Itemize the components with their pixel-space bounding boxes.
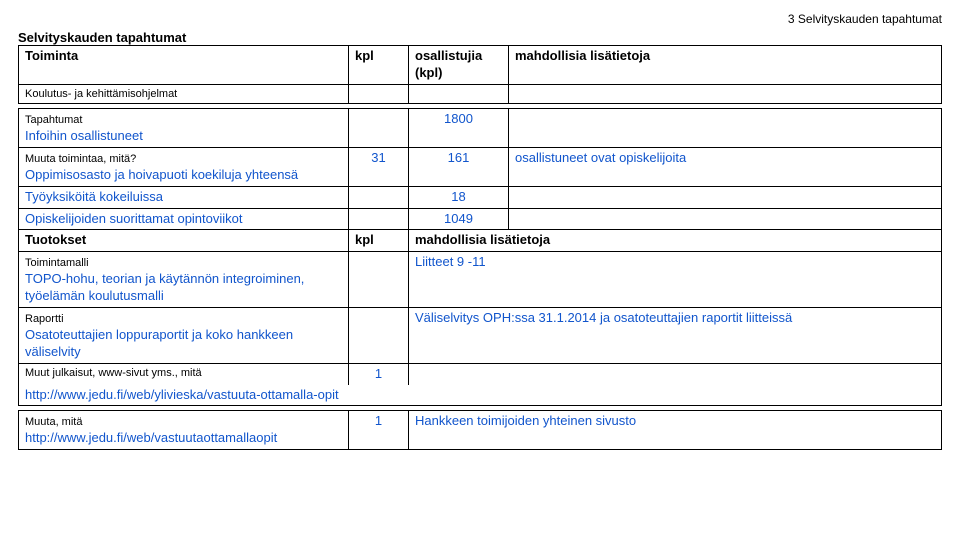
- row-muuta-toim-sub: Oppimisosasto ja hoivapuoti koekiluja yh…: [25, 167, 298, 182]
- row-toimintamalli-note: Liitteet 9 -11: [409, 252, 942, 308]
- col-header-toiminta: Toiminta: [19, 46, 349, 85]
- row-tapahtumat-label: Tapahtumat: [25, 114, 82, 126]
- cell: [349, 252, 409, 308]
- row-tuotokset-col4: mahdollisia lisätietoja: [409, 230, 942, 252]
- row-muut-julk-label: Muut julkaisut, www-sivut yms., mitä: [19, 363, 349, 384]
- cell: [349, 186, 409, 208]
- table-row: http://www.jedu.fi/web/ylivieska/vastuut…: [19, 385, 942, 406]
- row-muuta-toim-kpl: 31: [349, 147, 409, 186]
- cell: [349, 84, 409, 103]
- cell: Muuta toimintaa, mitä? Oppimisosasto ja …: [19, 147, 349, 186]
- cell: [349, 208, 409, 230]
- col-header-lisatietoja: mahdollisia lisätietoja: [509, 46, 942, 85]
- cell: Raportti Osatoteuttajien loppuraportit j…: [19, 307, 349, 363]
- row-muuta-toim-label: Muuta toimintaa, mitä?: [25, 153, 136, 165]
- row-toimintamalli-sub: TOPO-hohu, teorian ja käytännön integroi…: [25, 271, 304, 303]
- row-tyoyksik-label: Työyksiköitä kokeiluissa: [19, 186, 349, 208]
- col-header-osallistujia: osallistujia (kpl): [409, 46, 509, 85]
- cell: Muuta, mitä http://www.jedu.fi/web/vastu…: [19, 411, 349, 450]
- row-muuta-mita-kpl: 1: [349, 411, 409, 450]
- row-tyoyksik-participants: 18: [409, 186, 509, 208]
- cell: Tapahtumat Infoihin osallistuneet: [19, 109, 349, 148]
- row-muuta-toim-note: osallistuneet ovat opiskelijoita: [509, 147, 942, 186]
- row-toimintamalli-label: Toimintamalli: [25, 257, 89, 269]
- row-tuotokset-label: Tuotokset: [19, 230, 349, 252]
- cell: [349, 109, 409, 148]
- row-raportti-label: Raportti: [25, 313, 64, 325]
- table-row: Muuta toimintaa, mitä? Oppimisosasto ja …: [19, 147, 942, 186]
- row-muut-julk-kpl: 1: [349, 363, 409, 384]
- row-tapahtumat-sub: Infoihin osallistuneet: [25, 128, 143, 143]
- table-row: Toimintamalli TOPO-hohu, teorian ja käyt…: [19, 252, 942, 308]
- cell: [409, 84, 509, 103]
- row-opiskelijoiden-label: Opiskelijoiden suorittamat opintoviikot: [19, 208, 349, 230]
- page-number: 3 Selvityskauden tapahtumat: [18, 12, 942, 26]
- cell: [509, 109, 942, 148]
- main-table: Toiminta kpl osallistujia (kpl) mahdolli…: [18, 45, 942, 450]
- table-row: Muut julkaisut, www-sivut yms., mitä 1: [19, 363, 942, 384]
- row-raportti-note: Väliselvitys OPH:ssa 31.1.2014 ja osatot…: [409, 307, 942, 363]
- row-raportti-sub: Osatoteuttajien loppuraportit ja koko ha…: [25, 327, 293, 359]
- row-opiskelijoiden-participants: 1049: [409, 208, 509, 230]
- cell: [509, 84, 942, 103]
- cell: [509, 208, 942, 230]
- cell: Toimintamalli TOPO-hohu, teorian ja käyt…: [19, 252, 349, 308]
- table-row: Muuta, mitä http://www.jedu.fi/web/vastu…: [19, 411, 942, 450]
- col-header-kpl: kpl: [349, 46, 409, 85]
- table-row: Tuotokset kpl mahdollisia lisätietoja: [19, 230, 942, 252]
- row-url1: http://www.jedu.fi/web/ylivieska/vastuut…: [19, 385, 942, 406]
- table-row: Tapahtumat Infoihin osallistuneet 1800: [19, 109, 942, 148]
- table-row: Työyksiköitä kokeiluissa 18: [19, 186, 942, 208]
- cell: [409, 363, 942, 384]
- row-tuotokset-col2: kpl: [349, 230, 409, 252]
- section-title: Selvityskauden tapahtumat: [18, 30, 942, 45]
- row-muuta-mita-sub: http://www.jedu.fi/web/vastuutaottamalla…: [25, 430, 277, 445]
- table-row: Opiskelijoiden suorittamat opintoviikot …: [19, 208, 942, 230]
- table-row: Koulutus- ja kehittämisohjelmat: [19, 84, 942, 103]
- row-muuta-mita-label: Muuta, mitä: [25, 416, 82, 428]
- row-muuta-mita-note: Hankkeen toimijoiden yhteinen sivusto: [409, 411, 942, 450]
- row-muuta-toim-participants: 161: [409, 147, 509, 186]
- row-koulutus-label: Koulutus- ja kehittämisohjelmat: [19, 84, 349, 103]
- cell: [349, 307, 409, 363]
- table-row: Raportti Osatoteuttajien loppuraportit j…: [19, 307, 942, 363]
- header-row: Toiminta kpl osallistujia (kpl) mahdolli…: [19, 46, 942, 85]
- row-tapahtumat-participants: 1800: [409, 109, 509, 148]
- cell: [509, 186, 942, 208]
